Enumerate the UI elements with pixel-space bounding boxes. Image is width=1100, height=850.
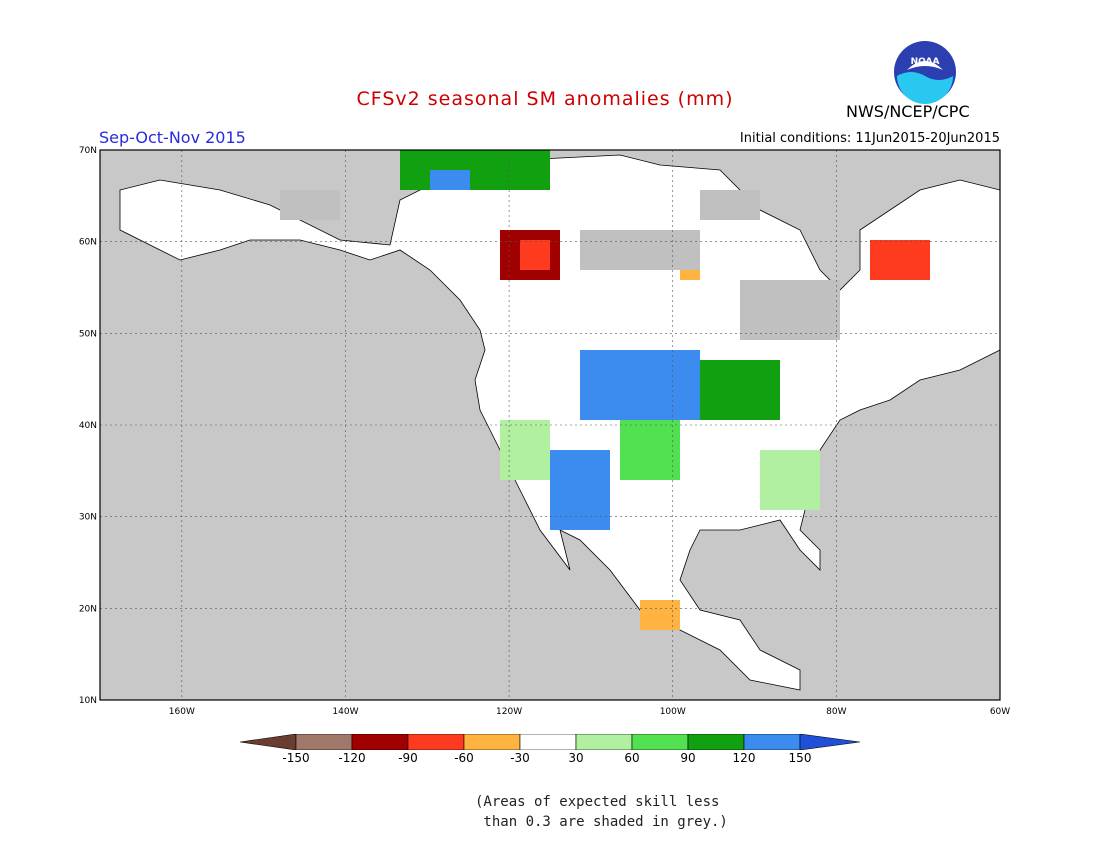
colorbar-swatch [407,734,465,750]
map-frame [99,149,1001,701]
colorbar [240,734,860,750]
noaa-logo-icon: NOAA [894,41,956,104]
colorbar-tick-label: 90 [680,751,696,765]
latitude-label: 60N [79,238,97,248]
colorbar-tick-label: -120 [338,751,366,765]
longitude-label: 140W [332,707,358,717]
colorbar-swatch [351,734,409,750]
colorbar-swatch [295,734,353,750]
latitude-label: 30N [79,513,97,523]
soil-moisture-map: 70N 60N 50N 40N 30N 20N 10N 160W 140W 120W 100W 80… [79,146,1010,717]
colorbar-swatch [743,734,801,750]
latitude-label: 20N [79,604,97,614]
latitude-label: 50N [79,329,97,339]
colorbar-tick-label: -60 [454,751,474,765]
latitude-label: 40N [79,421,97,431]
longitude-label: 120W [496,707,522,717]
colorbar-swatch [240,734,297,750]
longitude-label: 60W [990,707,1010,717]
anomaly-patches [400,150,930,630]
colorbar-tick-label: -30 [510,751,530,765]
graticule [100,150,1000,700]
longitude-label: 100W [660,707,686,717]
skill-note-line1: (Areas of expected skill less [475,794,720,810]
colorbar-tick-label: -150 [282,751,310,765]
colorbar-tick-label: 30 [568,751,584,765]
low-skill-areas [280,190,840,340]
latitude-labels: 70N 60N 50N 40N 30N 20N 10N [79,146,97,706]
colorbar-tick-label: 60 [624,751,640,765]
colorbar-tick-label: 150 [788,751,812,765]
latitude-label: 70N [79,146,97,156]
longitude-label: 160W [169,707,195,717]
longitude-labels: 160W 140W 120W 100W 80W 60W [169,707,1010,717]
organization-label: NWS/NCEP/CPC [846,102,970,121]
colorbar-swatch [575,734,633,750]
initial-conditions-label: Initial conditions: 11Jun2015-20Jun2015 [739,131,1000,146]
latitude-label: 10N [79,696,97,706]
season-label: Sep-Oct-Nov 2015 [99,128,246,147]
colorbar-swatch [631,734,689,750]
colorbar-swatch [519,734,577,750]
skill-note: (Areas of expected skill less than 0.3 a… [475,792,728,832]
longitude-label: 80W [826,707,846,717]
colorbar-swatch [799,734,860,750]
logo-text: NOAA [911,57,940,67]
colorbar-tick-label: -90 [398,751,418,765]
colorbar-swatch [463,734,521,750]
colorbar-swatch [687,734,745,750]
skill-note-line2: than 0.3 are shaded in grey.) [475,814,728,830]
chart-title: CFSv2 seasonal SM anomalies (mm) [356,88,734,110]
colorbar-tick-label: 120 [732,751,756,765]
